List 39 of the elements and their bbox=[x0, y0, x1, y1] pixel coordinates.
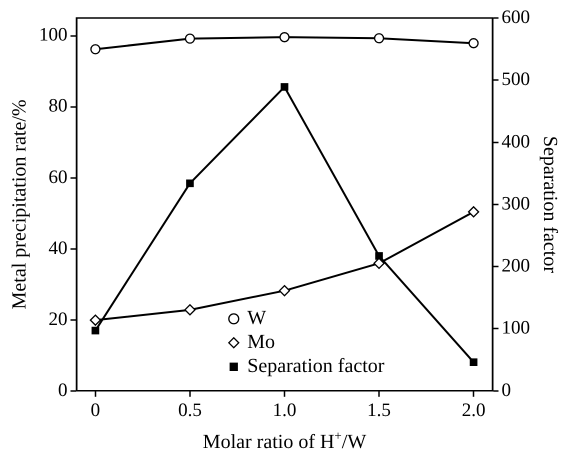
point bbox=[278, 285, 290, 296]
y2-tick-label: 300 bbox=[502, 193, 530, 214]
point bbox=[373, 258, 385, 269]
y-tick-label: 80 bbox=[48, 96, 68, 117]
x-tick-label: 2.0 bbox=[462, 400, 486, 422]
x-tick-label: 0.5 bbox=[178, 400, 202, 422]
point bbox=[184, 304, 196, 316]
y2-tick-label: 500 bbox=[502, 69, 530, 90]
y2-tick-label: 600 bbox=[502, 6, 530, 28]
point bbox=[186, 179, 194, 188]
y-tick-label: 60 bbox=[48, 166, 68, 188]
point bbox=[90, 314, 102, 326]
y-tick-label: 40 bbox=[48, 238, 68, 259]
y2-tick-label: 200 bbox=[502, 256, 530, 277]
y2-tick-label: 400 bbox=[502, 131, 530, 152]
legend-label: Separation factor bbox=[247, 355, 385, 378]
legend-label: Mo bbox=[247, 331, 276, 354]
y2-tick-label: 100 bbox=[502, 318, 530, 339]
point bbox=[375, 252, 383, 260]
x-tick-label: 0 bbox=[90, 400, 100, 422]
point bbox=[468, 38, 479, 48]
y-axis-title: Metal precipitation rate/% bbox=[8, 99, 30, 310]
x-tick-label: 1.5 bbox=[367, 400, 391, 422]
legend-label: W bbox=[247, 307, 266, 330]
y-tick-label: 100 bbox=[39, 24, 68, 46]
x-tick-label: 1.0 bbox=[272, 400, 296, 422]
point bbox=[90, 44, 101, 54]
x-axis-title: Molar ratio of H+/W bbox=[202, 428, 366, 453]
point bbox=[468, 206, 480, 218]
point bbox=[280, 83, 288, 91]
y-tick-label: 20 bbox=[48, 308, 68, 330]
y2-tick-label: 0 bbox=[502, 380, 511, 401]
y-tick-label: 0 bbox=[58, 380, 68, 401]
point bbox=[470, 358, 478, 366]
point bbox=[374, 33, 384, 44]
point bbox=[92, 326, 100, 334]
point bbox=[279, 32, 290, 42]
y2-axis-title: Separation factor bbox=[538, 136, 561, 274]
point bbox=[184, 33, 196, 44]
